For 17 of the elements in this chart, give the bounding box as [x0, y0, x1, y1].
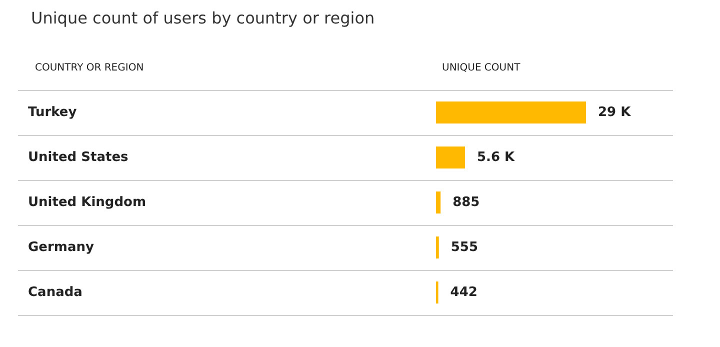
data-label: 555	[450, 240, 478, 255]
bar	[436, 192, 441, 214]
x-axis-title: UNIQUE COUNT	[442, 62, 522, 74]
y-tick-label: United States	[28, 150, 129, 165]
bar	[436, 236, 439, 258]
bar	[436, 102, 586, 124]
y-tick-label: United Kingdom	[28, 195, 146, 210]
y-tick-label: Turkey	[28, 105, 78, 120]
bar	[436, 146, 465, 168]
data-label: 5.6 K	[476, 150, 516, 165]
data-label: 442	[450, 285, 478, 300]
y-tick-label: Germany	[28, 240, 94, 255]
data-label: 885	[452, 195, 480, 210]
y-axis-title: COUNTRY OR REGION	[35, 62, 144, 74]
text: Unique count of users by country or region	[31, 8, 375, 28]
data-label: 29 K	[598, 105, 632, 120]
y-tick-label: Canada	[28, 285, 82, 300]
